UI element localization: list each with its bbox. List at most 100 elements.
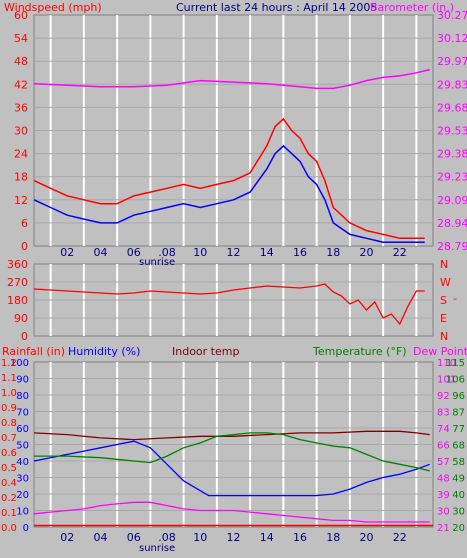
- temperature-tick-label: 106: [446, 375, 465, 386]
- bottom-x-tick-label: 10: [193, 531, 207, 544]
- compass-tick-label: S: [440, 294, 447, 307]
- barometer-tick-label: 29.23: [437, 171, 467, 184]
- compass-tick-label: E: [440, 312, 447, 325]
- top-x-tick-label: 12: [227, 246, 241, 259]
- sunrise-label-top: sunrise: [139, 257, 175, 268]
- humidity-tick-label: 40: [16, 457, 29, 468]
- barometer-tick-label: 29.09: [437, 194, 467, 207]
- rainfall-tick-label: 1.2: [1, 358, 17, 369]
- temperature-tick-label: 30: [452, 507, 465, 518]
- compass-dash: -: [453, 292, 457, 305]
- bottom-x-tick-label: 22: [393, 531, 407, 544]
- indoor-line: [33, 430, 430, 441]
- windspeed-tick-label: 0: [21, 240, 28, 253]
- humidity-tick-label: 100: [10, 358, 29, 369]
- direction-tick-label: 270: [7, 276, 28, 289]
- top-x-tick-label: 20: [360, 246, 374, 259]
- dewpoint-tick-label: 21: [437, 523, 450, 534]
- direction-series-group: [33, 283, 425, 326]
- wind-direction-line: [33, 283, 425, 326]
- humidity-tick-label: 80: [16, 391, 29, 402]
- bottom-series-group: [33, 430, 433, 527]
- top-x-tick-label: 06: [127, 246, 141, 259]
- barometer-tick-label: 29.68: [437, 101, 467, 114]
- dewpoint-tick-label: 57: [437, 457, 450, 468]
- dewpoint-tick-label: 30: [437, 507, 450, 518]
- compass-tick-label: N: [440, 258, 448, 271]
- windspeed-tick-label: 18: [14, 171, 28, 184]
- rainfall-tick-label: 0.9: [1, 403, 17, 414]
- gust-line: [33, 144, 425, 243]
- rainfall-tick-label: 1.0: [1, 388, 17, 399]
- barometer-line: [33, 68, 430, 90]
- barometer-tick-label: 29.97: [437, 55, 467, 68]
- rainfall-tick-label: 0.5: [1, 463, 17, 474]
- rainfall-tick-label: 0.2: [1, 493, 17, 504]
- top-series-group: [33, 68, 430, 243]
- bottom-x-tick-label: 20: [360, 531, 374, 544]
- dewpoint-tick-label: 66: [437, 441, 450, 452]
- bottom-x-tick-label: 06: [127, 531, 141, 544]
- dewpoint-tick-label: 101: [437, 375, 456, 386]
- direction-tick-label: 0: [21, 330, 28, 343]
- rainfall-tick-label: 0.1: [1, 508, 17, 519]
- windspeed-tick-label: 12: [14, 194, 28, 207]
- temperature-tick-label: 40: [452, 490, 465, 501]
- humidity-tick-label: 30: [16, 474, 29, 485]
- dewpoint-label: Dew Point: [413, 345, 467, 358]
- humidity-line: [33, 440, 430, 497]
- barometer-tick-label: 30.27: [437, 9, 467, 22]
- top-x-tick-label: 02: [60, 246, 74, 259]
- temperature-tick-label: 20: [452, 523, 465, 534]
- temperature-tick-label: 58: [452, 457, 465, 468]
- rainfall-label: Rainfall (in): [2, 345, 65, 358]
- dewpoint-tick-label: 92: [437, 391, 450, 402]
- rainfall-tick-label: 0.6: [1, 448, 17, 459]
- bottom-x-tick-label: 04: [94, 531, 108, 544]
- direction-tick-label: 90: [14, 312, 28, 325]
- temperature-line: [34, 432, 430, 472]
- windspeed-tick-label: 24: [14, 148, 28, 161]
- barometer-tick-label: 28.79: [437, 240, 467, 253]
- humidity-tick-label: 90: [16, 375, 29, 386]
- barometer-tick-label: 29.53: [437, 125, 467, 138]
- bottom-x-tick-label: 18: [326, 531, 340, 544]
- rainfall-tick-label: 0.8: [1, 418, 17, 429]
- humidity-label: Humidity (%): [68, 345, 140, 358]
- humidity-tick-label: 0: [23, 523, 29, 534]
- humidity-tick-label: 20: [16, 490, 29, 501]
- dewpoint-tick-label: 48: [437, 474, 450, 485]
- windspeed-tick-label: 30: [14, 125, 28, 138]
- windspeed-tick-label: 36: [14, 101, 28, 114]
- compass-tick-label: W: [440, 276, 451, 289]
- windspeed-tick-label: 48: [14, 55, 28, 68]
- direction-tick-label: 180: [7, 294, 28, 307]
- bottom-x-tick-label: 12: [227, 531, 241, 544]
- windspeed-tick-label: 60: [14, 9, 28, 22]
- windspeed-tick-label: 54: [14, 32, 28, 45]
- rainfall-tick-label: 0.7: [1, 433, 17, 444]
- rainfall-tick-label: 1.1: [1, 373, 17, 384]
- windspeed-label: Windspeed (mph): [4, 1, 102, 14]
- bottom-x-tick-label: 16: [293, 531, 307, 544]
- barometer-label: Barometer (in.): [370, 1, 454, 14]
- wind-line: [33, 117, 425, 240]
- dewpoint-tick-label: 110: [437, 358, 456, 369]
- top-x-tick-label: 18: [326, 246, 340, 259]
- rainfall-tick-label: 0.4: [1, 478, 17, 489]
- humidity-tick-label: 70: [16, 408, 29, 419]
- top-x-tick-label: 14: [260, 246, 274, 259]
- temperature-tick-label: 87: [452, 408, 465, 419]
- temperature-label: Temperature (°F): [312, 345, 407, 358]
- top-x-tick-label: .08: [158, 246, 176, 259]
- barometer-tick-label: 30.12: [437, 32, 467, 45]
- humidity-tick-label: 50: [16, 441, 29, 452]
- top-x-tick-label: 10: [193, 246, 207, 259]
- chart-title: Current last 24 hours : April 14 2005: [176, 1, 377, 14]
- dewpoint-line: [33, 501, 430, 523]
- compass-tick-label: N: [440, 330, 448, 343]
- axis-labels: 0612182430364248546028.7928.9429.0929.23…: [1, 9, 467, 544]
- windspeed-tick-label: 6: [21, 217, 28, 230]
